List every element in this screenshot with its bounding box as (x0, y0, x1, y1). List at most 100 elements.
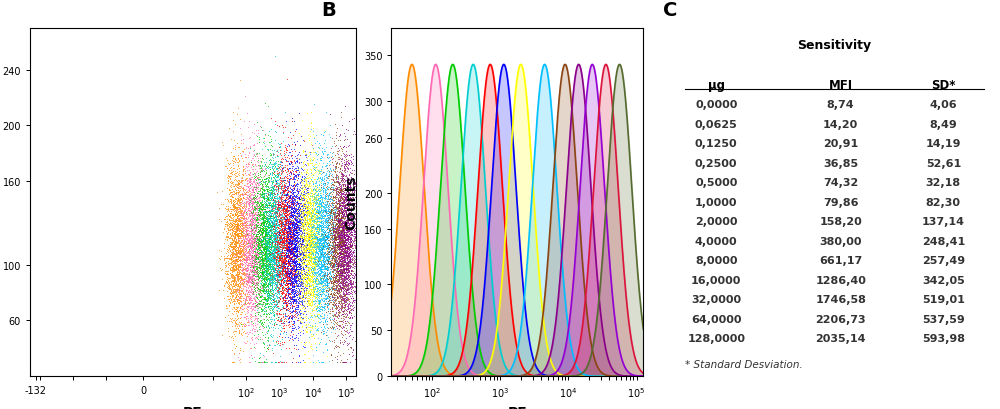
Point (271, 261, 287, 267)
Point (342, 270, 358, 277)
Point (326, 248, 342, 255)
Point (286, 180, 302, 186)
Point (262, 220, 278, 226)
Point (316, 240, 332, 246)
Point (292, 240, 308, 246)
Point (232, 256, 248, 262)
Point (288, 237, 304, 243)
Point (231, 307, 247, 313)
Point (245, 209, 261, 216)
Point (312, 198, 328, 204)
Point (271, 273, 287, 280)
Point (345, 261, 361, 267)
Point (310, 258, 326, 264)
Text: 2,0000: 2,0000 (695, 217, 737, 227)
Point (303, 324, 319, 330)
Point (326, 316, 342, 323)
Point (287, 142, 303, 149)
Point (282, 218, 298, 225)
Point (262, 194, 278, 200)
Point (339, 231, 355, 238)
Point (333, 251, 349, 258)
Point (285, 187, 301, 193)
Point (238, 162, 254, 168)
Point (243, 189, 259, 196)
Point (233, 210, 249, 216)
Point (250, 228, 266, 234)
Point (254, 270, 270, 277)
Point (300, 256, 316, 263)
Point (312, 274, 328, 281)
Point (290, 276, 306, 283)
Point (258, 211, 274, 217)
Point (269, 341, 285, 348)
Point (253, 232, 269, 238)
Point (303, 243, 319, 250)
Point (340, 305, 356, 311)
Point (320, 173, 336, 180)
Point (326, 232, 342, 238)
Point (303, 286, 319, 293)
Point (331, 219, 347, 225)
Point (235, 286, 251, 293)
Point (263, 254, 279, 260)
Point (335, 241, 351, 248)
Point (227, 204, 243, 210)
Point (339, 279, 355, 285)
Point (286, 273, 302, 279)
Point (328, 288, 344, 294)
Point (275, 252, 291, 258)
Point (264, 210, 280, 217)
Point (307, 258, 323, 265)
Point (232, 251, 248, 257)
Point (241, 252, 257, 258)
Point (297, 237, 313, 243)
Point (260, 247, 276, 253)
Point (328, 206, 344, 213)
Point (305, 200, 321, 207)
Point (334, 241, 350, 247)
Point (294, 184, 310, 190)
Point (296, 196, 312, 202)
Point (302, 292, 318, 298)
Point (262, 278, 278, 285)
Point (279, 217, 295, 224)
Point (261, 281, 277, 288)
Point (337, 133, 353, 139)
Point (333, 158, 349, 165)
Point (254, 202, 270, 209)
Point (305, 166, 321, 172)
Point (226, 243, 242, 250)
Point (341, 222, 357, 229)
Point (322, 238, 338, 244)
Point (299, 243, 315, 249)
Point (277, 297, 293, 303)
Point (258, 253, 274, 259)
Point (349, 260, 365, 266)
Point (343, 251, 359, 257)
Point (279, 268, 295, 275)
Point (286, 210, 302, 216)
Point (223, 200, 239, 206)
Point (310, 263, 326, 270)
Point (243, 211, 259, 217)
Point (335, 193, 351, 200)
Point (275, 270, 291, 277)
Point (320, 222, 336, 228)
Point (275, 204, 291, 211)
Point (335, 227, 351, 234)
Point (289, 213, 305, 220)
Point (315, 304, 331, 311)
Point (289, 288, 305, 295)
Point (268, 230, 284, 237)
Point (259, 246, 275, 252)
Point (327, 267, 343, 273)
Point (250, 212, 266, 218)
Point (262, 256, 278, 263)
Point (226, 359, 242, 366)
Point (336, 265, 352, 272)
Point (329, 224, 345, 230)
Point (340, 157, 356, 164)
Point (308, 234, 324, 240)
Point (258, 202, 274, 209)
